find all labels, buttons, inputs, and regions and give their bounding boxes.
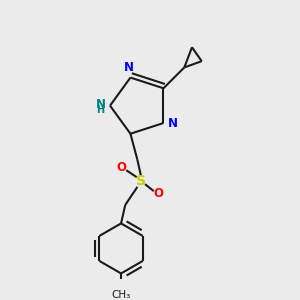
Text: CH₃: CH₃ [111, 290, 131, 300]
Text: O: O [153, 188, 163, 200]
Text: H: H [97, 105, 105, 115]
Text: N: N [124, 61, 134, 74]
Text: N: N [95, 98, 106, 112]
Text: O: O [117, 161, 127, 174]
Text: N: N [168, 116, 178, 130]
Text: S: S [136, 174, 146, 188]
